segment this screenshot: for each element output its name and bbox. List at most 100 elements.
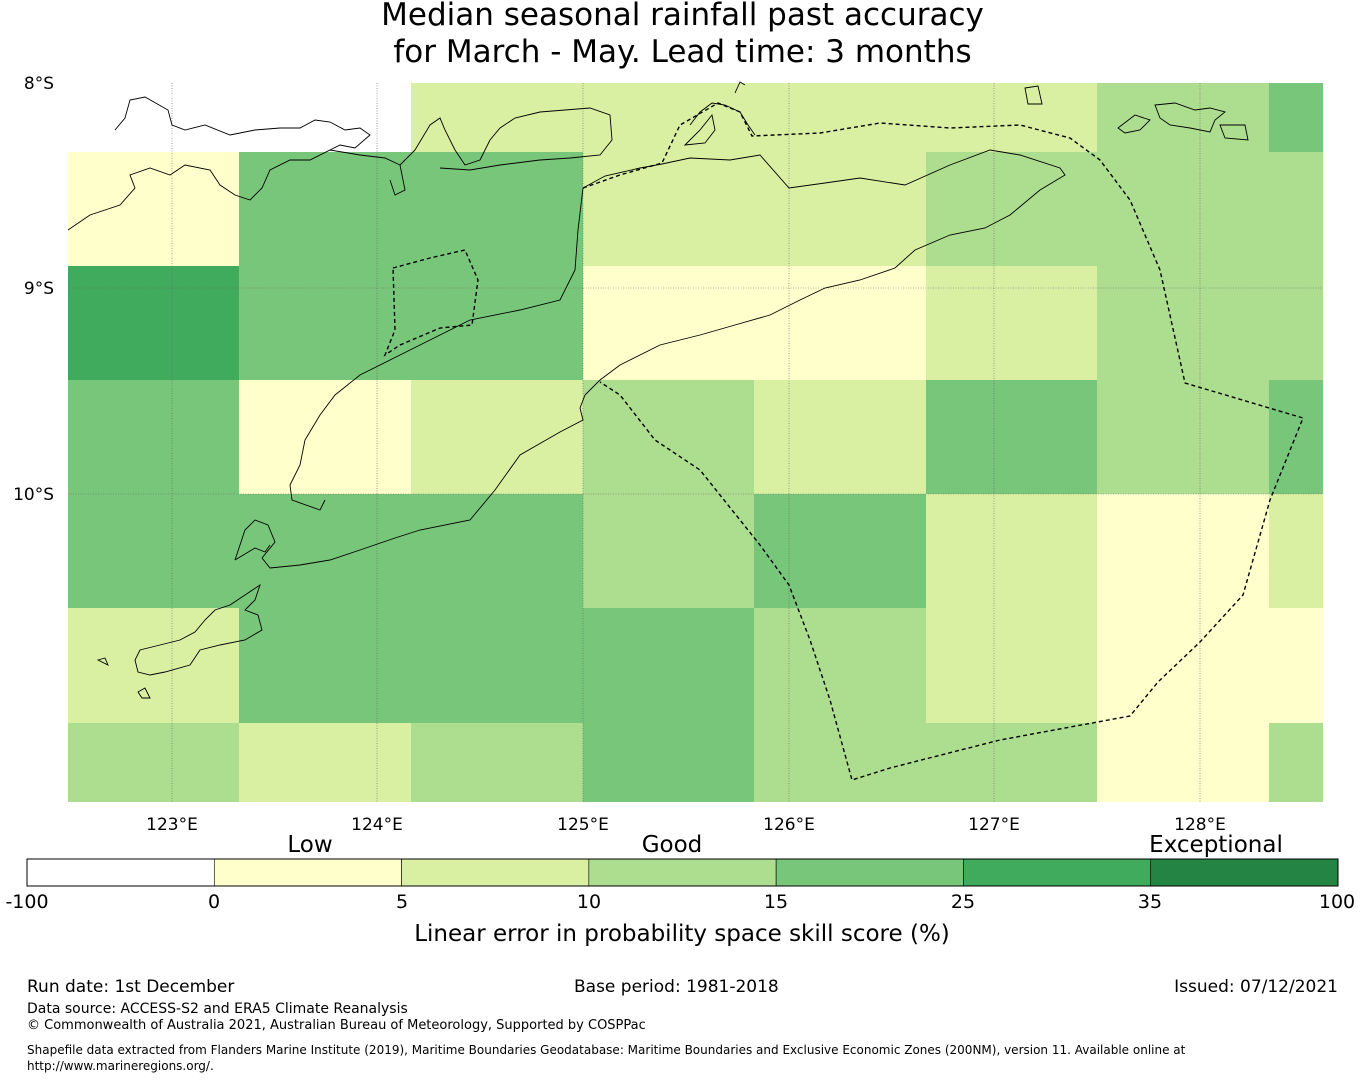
category-good: Good	[642, 832, 703, 858]
skill-cell	[1097, 152, 1269, 266]
colorbar-segment	[963, 858, 1152, 887]
run-date: Run date: 1st December	[27, 977, 235, 997]
map-title-line-1: Median seasonal rainfall past accuracy	[381, 0, 984, 33]
tick-label: 0	[208, 891, 220, 913]
skill-cell	[583, 608, 754, 723]
skill-cell	[1097, 494, 1269, 608]
colorbar-axis-label: Linear error in probability space skill …	[414, 921, 950, 947]
skill-cell	[1269, 608, 1323, 723]
skill-cell	[583, 83, 754, 152]
skill-cell	[583, 494, 754, 608]
skill-cell	[411, 723, 583, 802]
coast-islet-2	[137, 687, 151, 699]
lon-label-125e: 125°E	[557, 815, 609, 835]
skill-cell	[411, 152, 583, 266]
coast-small-islet	[96, 657, 109, 666]
skill-cell	[1269, 723, 1323, 802]
eez-boundary-east	[582, 102, 1304, 781]
colorbar-segment	[26, 858, 215, 887]
category-exceptional: Exceptional	[1149, 832, 1283, 858]
coast-west-timor-north	[289, 187, 584, 511]
skill-cell	[583, 380, 754, 494]
graticule	[68, 83, 1323, 802]
skill-cell	[754, 266, 926, 380]
colorbar-segment	[401, 858, 590, 887]
skill-cell	[754, 380, 926, 494]
coast-islet-3	[1024, 85, 1043, 105]
tick-label: 5	[396, 891, 408, 913]
skill-cell	[68, 494, 239, 608]
skill-cell	[754, 494, 926, 608]
skill-cell	[68, 608, 239, 723]
skill-cell	[411, 608, 583, 723]
tick-label: 25	[951, 891, 975, 913]
category-low: Low	[287, 832, 332, 858]
lon-label-124e: 124°E	[351, 815, 403, 835]
skill-cell	[68, 266, 239, 380]
colorbar-segment	[1150, 858, 1339, 887]
coastlines	[67, 81, 1249, 699]
shapefile-credit-line-2: http://www.marineregions.org/.	[27, 1059, 214, 1073]
coast-flores	[67, 149, 406, 231]
skill-cell	[926, 380, 1097, 494]
lon-label-127e: 127°E	[968, 815, 1020, 835]
lon-label-126e: 126°E	[763, 815, 815, 835]
colorbar-segment	[775, 858, 964, 887]
copyright: © Commonwealth of Australia 2021, Austra…	[27, 1018, 646, 1033]
coast-rote	[234, 544, 271, 561]
skill-cell	[926, 266, 1097, 380]
lat-label-9s: 9°S	[24, 279, 54, 299]
skill-cell	[239, 723, 411, 802]
lat-label-10s: 10°S	[13, 485, 54, 505]
skill-cell	[411, 380, 583, 494]
coast-timor-north	[582, 149, 1066, 396]
eez-boundary-oecusse	[383, 249, 479, 357]
maritime-boundary	[383, 102, 1304, 781]
skill-cell	[583, 266, 754, 380]
skill-cell	[68, 380, 239, 494]
skill-cell	[583, 152, 754, 266]
lon-label-123e: 123°E	[146, 815, 198, 835]
coast-leti	[1154, 102, 1226, 133]
skill-cell	[754, 152, 926, 266]
skill-cell	[1097, 608, 1269, 723]
latitude-labels: 8°S 9°S 10°S	[13, 74, 54, 505]
colorbar-tick-labels: -100 0 5 10 15 25 35 100	[5, 891, 1355, 913]
coast-alor	[399, 107, 613, 171]
coast-timor-south	[234, 394, 586, 569]
coast-flores-north	[114, 96, 371, 151]
colorbar-segment	[588, 858, 777, 887]
coast-atauro	[683, 113, 716, 146]
skill-cell	[1097, 723, 1269, 802]
skill-cell	[926, 723, 1097, 802]
skill-grid	[68, 83, 1323, 802]
skill-cell	[1269, 266, 1323, 380]
shapefile-credit-line-1: Shapefile data extracted from Flanders M…	[27, 1043, 1186, 1057]
skill-cell	[1269, 152, 1323, 266]
skill-cell	[926, 494, 1097, 608]
issued-date: Issued: 07/12/2021	[1174, 977, 1338, 997]
skill-cell	[239, 266, 411, 380]
skill-cell	[754, 608, 926, 723]
skill-cell	[411, 266, 583, 380]
skill-cell	[1269, 494, 1323, 608]
skill-cell	[239, 380, 411, 494]
tick-label: 100	[1319, 891, 1355, 913]
skill-cell	[926, 152, 1097, 266]
colorbar-segment	[213, 858, 402, 887]
skill-cell	[239, 152, 411, 266]
skill-cell	[68, 723, 239, 802]
colorbar	[26, 858, 1339, 887]
map-title-line-2: for March - May. Lead time: 3 months	[393, 34, 972, 70]
tick-label: 35	[1138, 891, 1162, 913]
skill-cell	[1097, 83, 1269, 152]
base-period: Base period: 1981-2018	[574, 977, 779, 997]
skill-cell	[239, 608, 411, 723]
skill-cell	[1269, 83, 1323, 152]
lat-label-8s: 8°S	[24, 74, 54, 94]
coast-sumba-islets	[134, 583, 263, 676]
tick-label: -100	[5, 891, 48, 913]
data-source: Data source: ACCESS-S2 and ERA5 Climate …	[27, 1001, 408, 1017]
longitude-labels: 123°E 124°E 125°E 126°E 127°E 128°E	[146, 815, 1226, 835]
